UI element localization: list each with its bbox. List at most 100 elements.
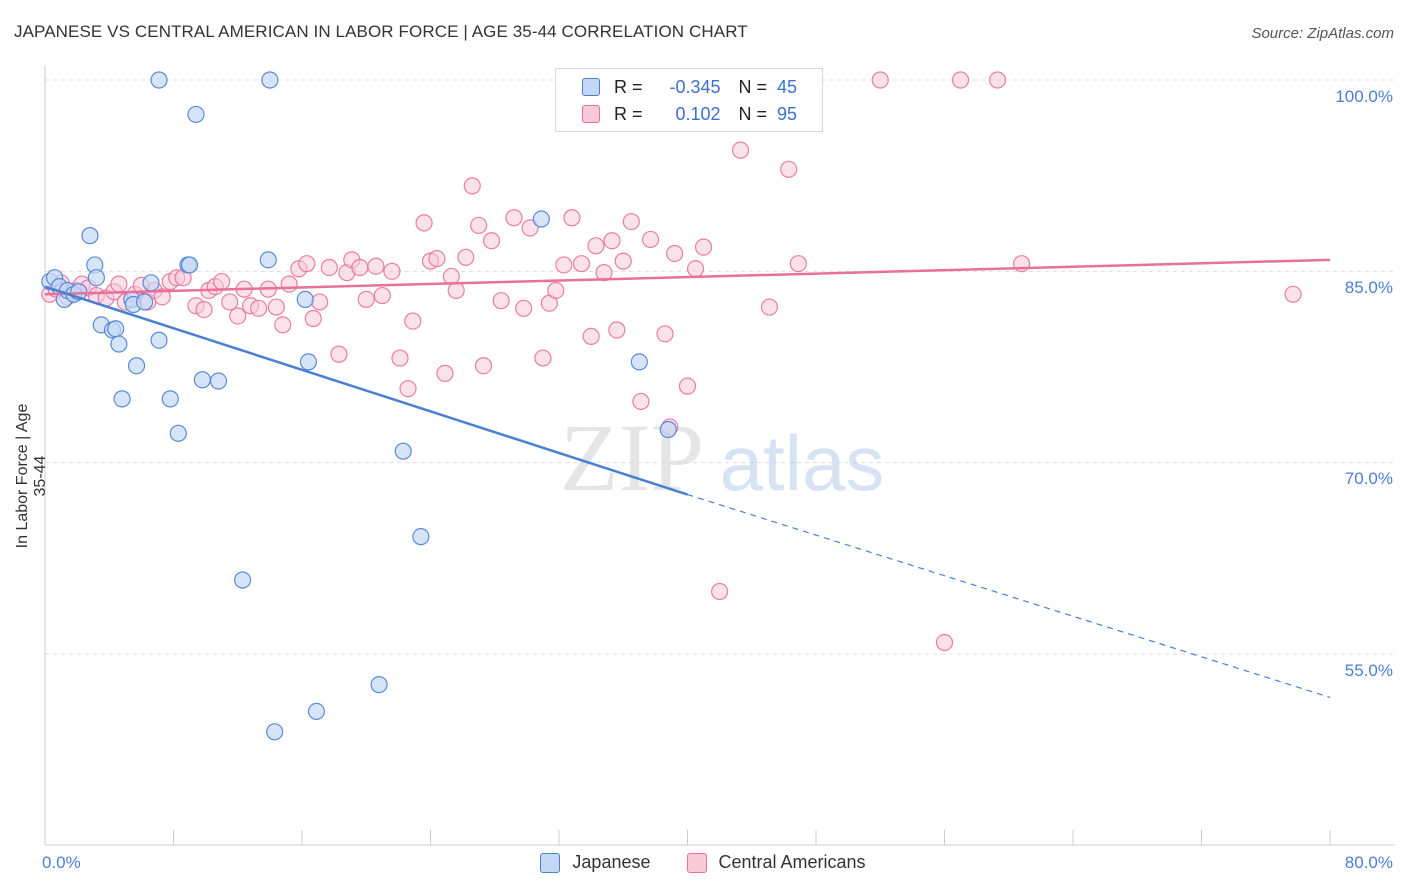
watermark-zip: ZIP xyxy=(560,404,704,511)
legend-n-label: N = xyxy=(738,76,768,97)
japanese-point xyxy=(266,723,284,741)
central-american-trend-line xyxy=(44,258,1331,296)
japanese-point xyxy=(135,293,154,311)
japanese-point xyxy=(307,702,326,721)
japanese-swatch xyxy=(582,78,600,96)
japanese-point xyxy=(87,269,106,287)
central-american-point xyxy=(195,301,213,319)
y-tick-55: 55.0% xyxy=(1344,661,1393,680)
legend-n-value-central: 95 xyxy=(777,103,798,124)
x-tick-min: 0.0% xyxy=(42,853,81,872)
central-american-point xyxy=(595,264,613,282)
central-american-point xyxy=(250,299,268,317)
central-american-points xyxy=(41,71,1302,652)
central-american-point xyxy=(447,281,465,300)
central-american-point xyxy=(988,71,1007,89)
central-american-point xyxy=(666,244,684,263)
legend-label-japanese: Japanese xyxy=(572,852,651,872)
central-american-point xyxy=(534,349,552,367)
y-tick-100: 100.0% xyxy=(1335,87,1393,106)
legend-r-label: R = xyxy=(614,76,643,97)
japanese-point xyxy=(394,442,412,460)
central-american-point xyxy=(311,293,329,311)
japanese-trend-line xyxy=(44,285,688,496)
central-american-point xyxy=(656,325,674,343)
central-american-point xyxy=(436,364,454,382)
japanese-point xyxy=(180,256,199,274)
japanese-point xyxy=(107,320,125,338)
legend-n-label: N = xyxy=(738,103,768,124)
central-american-point xyxy=(789,255,807,273)
central-american-point xyxy=(330,345,348,363)
japanese-point xyxy=(233,571,252,589)
japanese-point xyxy=(150,71,168,89)
gridlines xyxy=(45,79,1395,655)
japanese-point xyxy=(296,290,314,308)
central-american-point xyxy=(428,249,446,268)
japanese-point xyxy=(193,371,212,389)
japanese-point xyxy=(209,372,228,390)
central-american-point xyxy=(470,216,488,235)
central-american-point xyxy=(1284,285,1302,303)
japanese-point xyxy=(110,335,128,353)
japanese-points xyxy=(41,71,677,741)
japanese-legend-swatch xyxy=(540,852,561,873)
central-american-point xyxy=(572,255,591,273)
central-american-point xyxy=(694,238,713,256)
central-american-point xyxy=(505,209,523,227)
x-tick-max: 80.0% xyxy=(1344,853,1393,872)
central-american-point xyxy=(373,286,391,305)
japanese-point xyxy=(127,357,146,375)
japanese-point xyxy=(299,353,318,371)
central-american-point xyxy=(547,281,565,300)
central-american-point xyxy=(678,377,697,395)
japanese-point xyxy=(659,420,677,439)
central-american-point xyxy=(457,248,475,266)
central-american-point xyxy=(614,252,632,270)
central-american-point xyxy=(221,293,239,311)
central-american-point xyxy=(474,357,493,375)
central-american-point xyxy=(587,237,605,255)
y-tick-85: 85.0% xyxy=(1344,278,1393,297)
central-american-point xyxy=(320,258,338,277)
central-american-point xyxy=(951,71,970,89)
japanese-point xyxy=(261,71,279,89)
series-legend: Japanese Central Americans xyxy=(0,852,1406,873)
central-american-point xyxy=(563,209,581,227)
legend-row-japanese: R = -0.345 N = 45 xyxy=(582,75,797,99)
axes xyxy=(44,66,1395,846)
central-american-point xyxy=(463,177,481,195)
japanese-point xyxy=(187,105,205,124)
chart-title: JAPANESE VS CENTRAL AMERICAN IN LABOR FO… xyxy=(14,22,748,41)
japanese-trend-extension xyxy=(687,493,1331,698)
watermark: ZIP atlas xyxy=(560,404,884,511)
central-american-point xyxy=(515,299,533,317)
japanese-point xyxy=(113,390,131,408)
central-american-point xyxy=(521,219,539,237)
central-american-point xyxy=(582,327,600,345)
correlation-legend: R = -0.345 N = 45 R = 0.102 N = 95 xyxy=(555,68,823,132)
central-swatch xyxy=(582,105,600,123)
japanese-point xyxy=(412,528,430,546)
central-american-point xyxy=(391,349,409,367)
central-american-point xyxy=(603,232,621,250)
central-american-point xyxy=(298,255,316,273)
legend-row-central: R = 0.102 N = 95 xyxy=(582,102,797,126)
legend-item-central: Central Americans xyxy=(686,852,866,873)
central-american-point xyxy=(415,214,433,232)
central-american-point xyxy=(492,292,510,310)
central-american-point xyxy=(780,160,798,178)
y-tick-70: 70.0% xyxy=(1344,469,1393,488)
central-american-point xyxy=(280,275,298,293)
central-american-point xyxy=(555,256,573,274)
legend-r-value-japanese: -0.345 xyxy=(669,76,721,97)
central-american-point xyxy=(274,316,292,334)
central-legend-swatch xyxy=(686,852,707,873)
central-american-point xyxy=(229,307,247,325)
watermark-atlas: atlas xyxy=(720,419,885,507)
legend-r-label: R = xyxy=(614,103,643,124)
trend-lines xyxy=(44,258,1331,698)
legend-label-central: Central Americans xyxy=(718,852,866,872)
central-american-point xyxy=(482,232,501,250)
